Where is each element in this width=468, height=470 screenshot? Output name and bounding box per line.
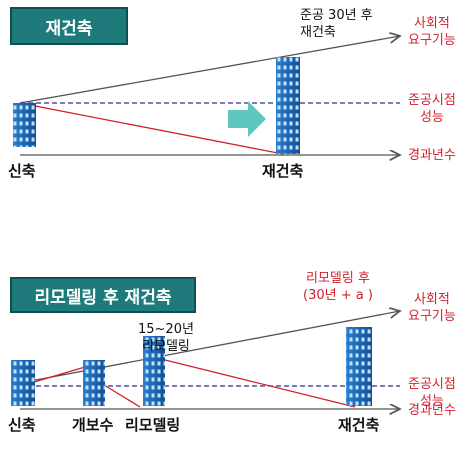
- panel2-social-label: 사회적 요구기능: [408, 291, 456, 325]
- panel2-annotation-mid: 15~20년 리모델링: [138, 321, 194, 355]
- panel2-title-text: 리모델링 후 재건축: [34, 287, 172, 308]
- panel1-social-demand-line: [19, 36, 400, 104]
- panel2-social-demand-line: [19, 311, 400, 384]
- panel2-building-remodel: [143, 336, 165, 406]
- panel1-performance-line: [29, 104, 284, 155]
- label-line: 요구기능: [408, 33, 456, 48]
- panel2-building-repair: [83, 360, 105, 406]
- panel2-title: 리모델링 후 재건축: [10, 277, 196, 313]
- panel1-title-text: 재건축: [45, 18, 93, 39]
- panel1-building-rebuild: [276, 57, 300, 154]
- panel2-time-label: 경과년수: [408, 403, 456, 418]
- label-line: 성능: [419, 110, 444, 125]
- label-line: 사회적: [413, 292, 450, 307]
- panel2-label-repair: 개보수: [72, 416, 114, 434]
- annotation-line: 리모델링: [142, 339, 190, 354]
- panel1-completion-label: 준공시점 성능: [408, 92, 456, 126]
- panel2-label-rebuild: 재건축: [338, 416, 380, 434]
- panel1-label-new: 신축: [8, 162, 36, 180]
- panel2-building-new: [11, 360, 35, 406]
- label-line: 요구기능: [408, 309, 456, 324]
- panel1-label-rebuild: 재건축: [262, 162, 304, 180]
- annotation-line: 리모델링 후: [305, 271, 370, 286]
- label-line: 성능: [419, 394, 444, 409]
- label-line: 준공시점: [408, 93, 456, 108]
- label-line: 준공시점: [408, 377, 456, 392]
- panel2-completion-label: 준공시점 성능: [408, 376, 456, 410]
- panel2-label-remodel: 리모델링: [125, 416, 181, 434]
- panel2-label-new: 신축: [8, 416, 36, 434]
- annotation-line: 준공 30년 후: [300, 8, 373, 23]
- panel1-building-new: [13, 103, 36, 147]
- panel2-annotation-red: 리모델링 후 (30년 + a ): [303, 270, 373, 304]
- panel1-title: 재건축: [10, 7, 128, 45]
- annotation-line: 15~20년: [138, 322, 194, 337]
- panel2-performance-line-3: [156, 357, 356, 408]
- panel1-social-label: 사회적 요구기능: [408, 15, 456, 49]
- annotation-line: 재건축: [300, 25, 336, 40]
- panel1-annotation-top: 준공 30년 후 재건축: [300, 7, 373, 41]
- panel2-performance-line-2: [103, 384, 141, 408]
- panel2-building-rebuild: [346, 327, 372, 406]
- panel1-transition-arrow-icon: [228, 101, 266, 137]
- annotation-line: (30년 + a ): [303, 288, 373, 303]
- panel1-time-label: 경과년수: [408, 148, 456, 163]
- label-line: 사회적: [413, 16, 450, 31]
